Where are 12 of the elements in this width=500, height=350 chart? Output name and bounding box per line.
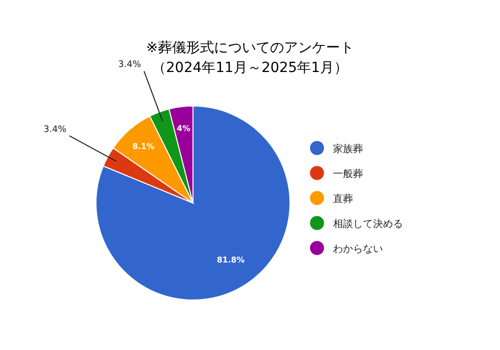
legend-label: 一般葬 — [333, 168, 363, 180]
data-label: 81.8% — [216, 255, 245, 264]
title: ※葬儀形式についてのアンケート — [146, 40, 354, 56]
data-label: 3.4% — [118, 60, 142, 70]
legend-label: 家族葬 — [333, 143, 363, 155]
data-label: 3.4% — [44, 124, 67, 135]
data-label: 4% — [176, 124, 190, 133]
data-label: 8.1% — [132, 142, 155, 151]
legend-label: 直葬 — [333, 193, 353, 205]
legend-label: わからない — [333, 244, 383, 255]
legend-label: 相談して決める — [333, 218, 403, 230]
subtitle: （2024年11月～2025年1月） — [152, 60, 348, 76]
